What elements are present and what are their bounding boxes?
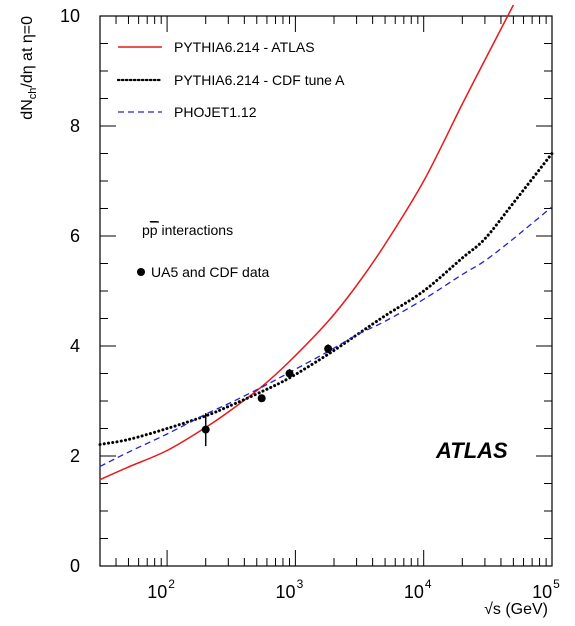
y-tick-label: 10 <box>60 6 80 26</box>
x-axis-title: √s (GeV) <box>484 601 548 618</box>
atlas-label: ATLAS <box>435 438 508 463</box>
data-point <box>285 369 294 378</box>
process-annotation: pp interactions <box>142 222 233 238</box>
pbar-symbol: p <box>150 222 158 238</box>
x-tick-label: 103 <box>276 577 304 602</box>
x-tick-labels: 102 103 104 105 <box>147 577 560 602</box>
x-tick-label: 104 <box>404 577 432 602</box>
x-tick-label: 105 <box>532 577 560 602</box>
data-points <box>201 344 333 447</box>
legend-label-atlas: PYTHIA6.214 - ATLAS <box>174 39 315 55</box>
y-tick-label: 8 <box>70 116 80 136</box>
plot-frame <box>99 15 553 567</box>
axis-ticks <box>99 15 553 567</box>
series-line-1 <box>98 152 554 446</box>
y-tick-labels: 0 2 4 6 8 10 <box>60 6 80 576</box>
y-tick-label: 6 <box>70 226 80 246</box>
legend-label-phojet: PHOJET1.12 <box>174 104 257 120</box>
y-axis-title: dNch/dη at η=0 <box>19 16 39 120</box>
y-tick-label: 2 <box>70 446 80 466</box>
legend-label-cdf: PYTHIA6.214 - CDF tune A <box>174 72 345 88</box>
legend: PYTHIA6.214 - ATLAS PYTHIA6.214 - CDF tu… <box>116 39 345 120</box>
dataset-legend-marker <box>137 268 145 276</box>
data-point <box>257 394 266 403</box>
series-line-0 <box>99 4 515 481</box>
dataset-annotation: UA5 and CDF data <box>151 264 269 280</box>
y-tick-label: 4 <box>70 336 80 356</box>
data-point <box>324 344 333 353</box>
y-tick-label: 0 <box>70 556 80 576</box>
x-tick-label: 102 <box>147 577 175 602</box>
data-point <box>201 425 210 434</box>
